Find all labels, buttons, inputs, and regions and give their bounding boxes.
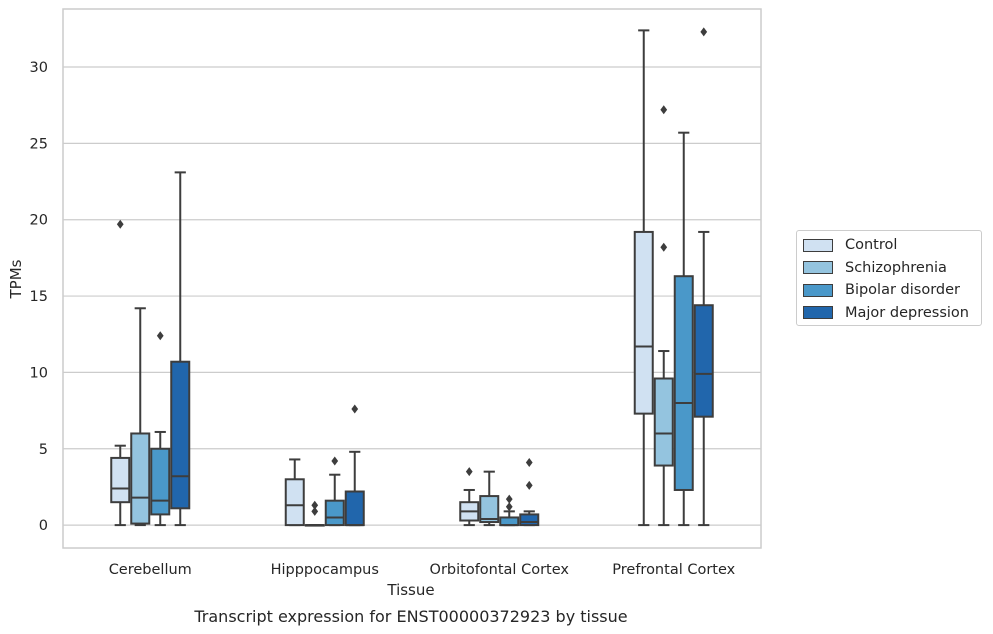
outlier-point: [311, 506, 319, 516]
box: [499, 494, 520, 527]
outlier-point: [525, 457, 533, 467]
box-body: [110, 456, 131, 504]
box: [459, 467, 480, 527]
y-tick-label: 5: [39, 442, 48, 458]
x-axis-label: Tissue: [386, 581, 434, 599]
outlier-point: [505, 494, 513, 504]
box-body: [693, 304, 714, 418]
box-body: [150, 447, 171, 516]
outlier-point: [465, 467, 473, 477]
box-body: [284, 478, 305, 527]
outlier-point: [116, 219, 124, 229]
outlier-point: [525, 480, 533, 490]
plot-frame: [62, 8, 762, 549]
legend-label: Control: [845, 237, 898, 253]
y-tick-label: 0: [39, 518, 48, 534]
y-axis-label: TPMs: [7, 259, 25, 299]
outlier-point: [331, 456, 339, 466]
box-body: [653, 377, 674, 467]
series-major-depression: [170, 27, 714, 527]
outlier-point: [351, 404, 359, 414]
box-body: [324, 499, 345, 527]
legend-item: Bipolar disorder: [803, 280, 960, 300]
box: [304, 500, 325, 527]
legend-label: Major depression: [845, 304, 969, 321]
y-tick-label: 25: [30, 136, 48, 152]
legend-swatch: [803, 306, 833, 319]
outlier-point: [156, 331, 164, 341]
box: [344, 404, 365, 527]
y-tick-label: 15: [30, 289, 48, 305]
legend-item: Major depression: [803, 303, 969, 323]
y-axis-ticks: 0 5 10 15 20 25 30: [30, 60, 48, 534]
series-bipolar-disorder: [150, 131, 694, 527]
box: [150, 331, 171, 527]
boxplot-series: [110, 27, 714, 527]
legend-swatch: [803, 261, 833, 274]
box-body: [673, 275, 694, 491]
x-tick-label: Prefrontal Cortex: [612, 562, 735, 578]
box-body: [344, 490, 365, 527]
x-tick-label: Cerebellum: [109, 562, 192, 578]
legend: Control Schizophrenia Bipolar disorder Majo…: [796, 230, 982, 326]
outlier-point: [505, 502, 513, 512]
outlier-point: [660, 242, 668, 252]
box-body: [170, 360, 191, 510]
box: [519, 457, 540, 527]
series-control: [110, 29, 654, 527]
box: [479, 470, 500, 527]
box: [653, 105, 674, 527]
box: [170, 171, 191, 527]
legend-swatch: [803, 238, 833, 252]
box-body: [519, 513, 540, 527]
box: [130, 307, 151, 527]
outlier-point: [311, 500, 319, 510]
y-tick-label: 20: [30, 213, 48, 229]
box-body: [130, 432, 151, 525]
box: [673, 131, 694, 527]
series-schizophrenia: [130, 105, 674, 527]
legend-swatch: [803, 283, 833, 297]
legend-label: Schizophrenia: [845, 259, 947, 276]
legend-label: Bipolar disorder: [845, 282, 960, 298]
box-body: [479, 495, 500, 524]
x-tick-label: Hipppocampus: [271, 562, 379, 578]
box-body: [499, 516, 520, 527]
box: [110, 219, 131, 527]
x-tick-label: Orbitofontal Cortex: [430, 562, 570, 578]
box: [324, 456, 345, 527]
legend-item: Schizophrenia: [803, 258, 947, 278]
outlier-point: [660, 105, 668, 115]
box-body: [633, 230, 654, 415]
box: [693, 27, 714, 527]
y-tick-label: 10: [30, 365, 48, 381]
legend-item: Control: [803, 235, 897, 255]
outlier-point: [700, 27, 708, 37]
y-tick-label: 30: [30, 60, 48, 76]
box: [284, 458, 305, 527]
chart-title: Transcript expression for ENST0000037292…: [193, 607, 627, 626]
x-axis-ticks: Cerebellum Hipppocampus Orbitofontal Corte…: [109, 562, 736, 578]
box: [633, 29, 654, 527]
